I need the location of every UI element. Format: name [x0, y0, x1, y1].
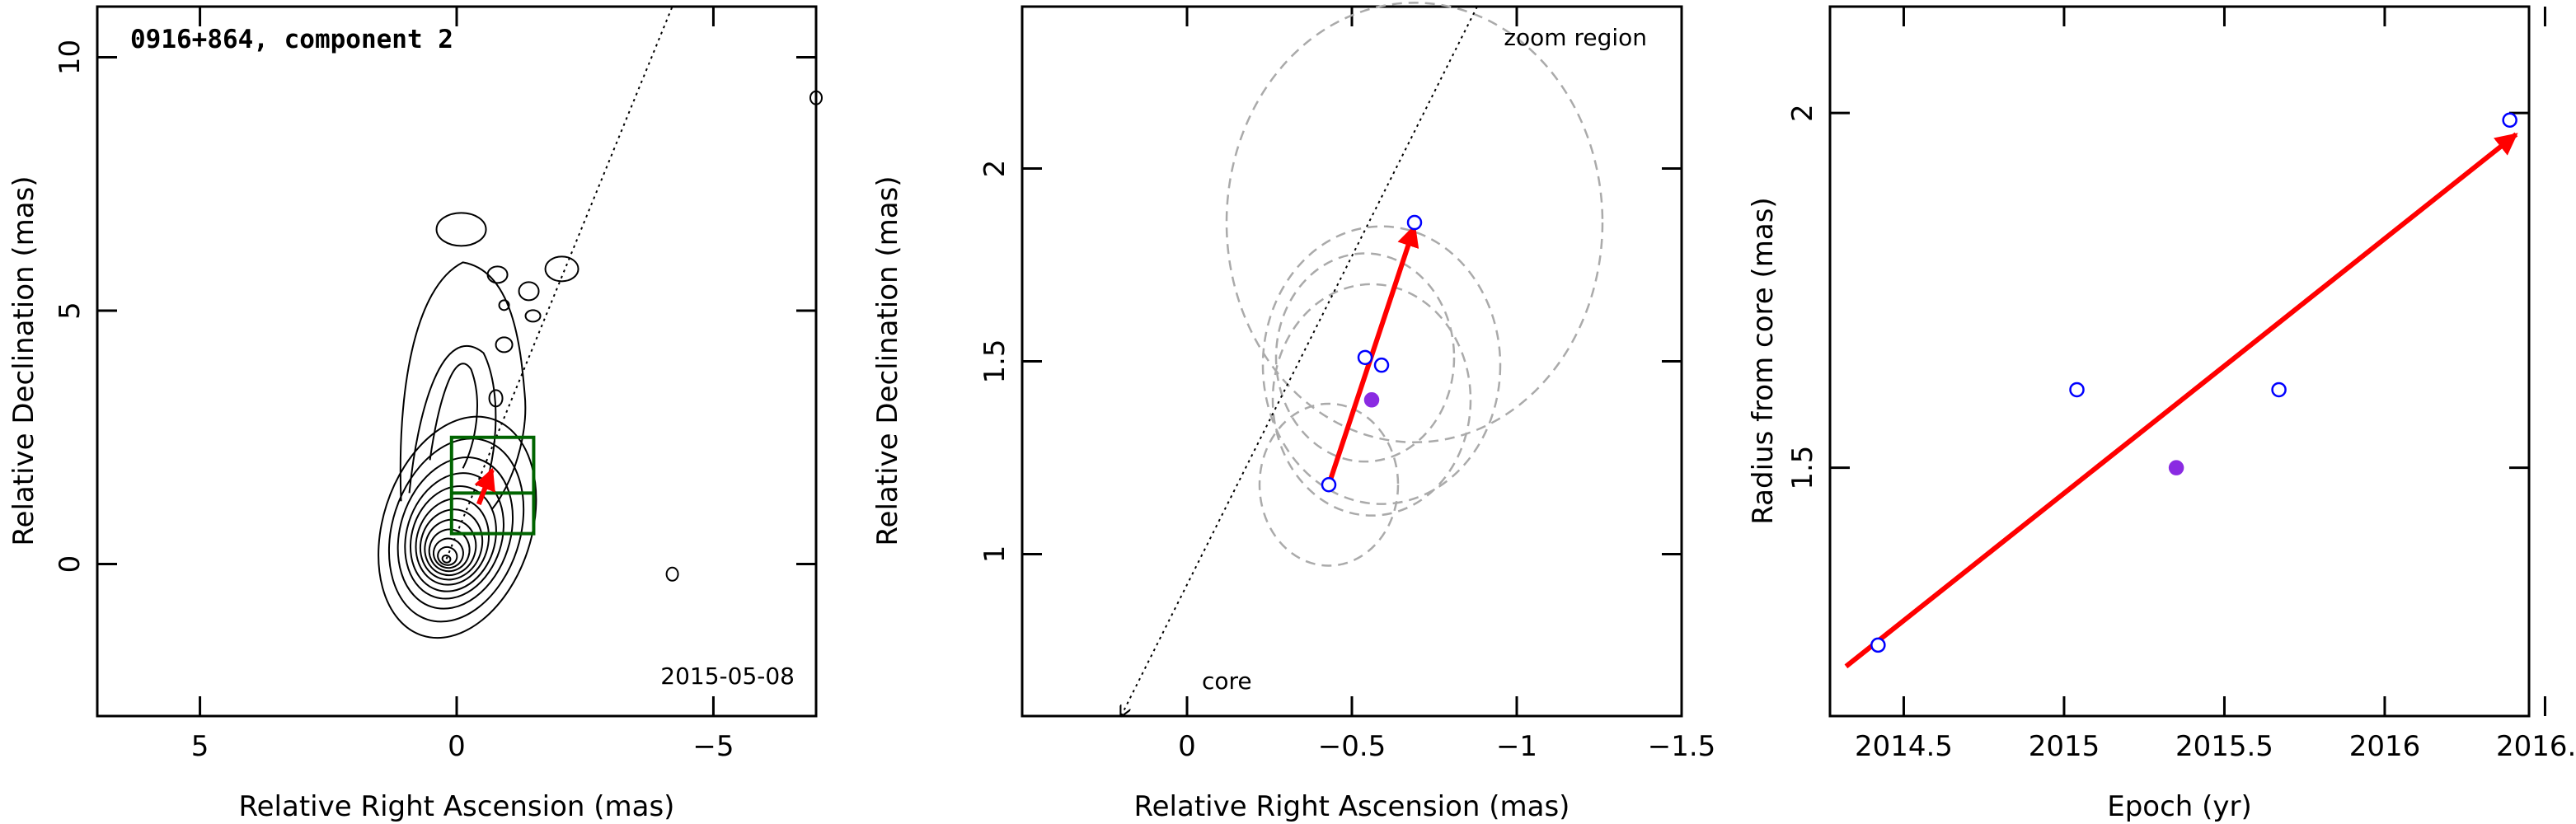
y-tick-label: 1.5	[978, 339, 1011, 383]
component-positions	[1321, 214, 1423, 493]
open-point	[1373, 357, 1390, 373]
contour-level	[396, 456, 514, 610]
knot-contour	[435, 212, 487, 247]
x-tick-label: 2016	[2349, 730, 2421, 763]
x-tick-label: 2015.5	[2175, 730, 2273, 763]
component-size-circles	[1225, 2, 1604, 567]
panel3-x-axis-label: Epoch (yr)	[2107, 790, 2252, 823]
panel2-x-axis-label: Relative Right Ascension (mas)	[1134, 790, 1570, 823]
open-point	[1870, 637, 1886, 653]
radius-points	[1870, 112, 2517, 653]
knot-contour	[524, 309, 542, 323]
contour-level	[387, 438, 525, 623]
panel3-ticks: 2014.5 2015 2015.5 2016 2016.5 1.5 2	[1786, 7, 2576, 763]
open-point	[2271, 382, 2287, 398]
open-point	[1406, 214, 1423, 231]
knot-contour	[486, 265, 509, 284]
knot-contour	[518, 281, 540, 302]
size-circle	[1225, 2, 1604, 444]
x-tick-label: 2014.5	[1855, 730, 1953, 763]
contour-level	[424, 518, 477, 576]
jet-axis-line	[445, 6, 673, 559]
size-circle	[1271, 283, 1472, 517]
size-circle	[1261, 225, 1502, 505]
x-tick-label: 0	[1178, 730, 1196, 763]
jet-contour	[399, 261, 527, 510]
contour-level	[441, 554, 452, 564]
panel1-title: 0916+864, component 2	[130, 25, 453, 54]
core-label: core	[1202, 667, 1252, 695]
contour-level	[432, 537, 464, 569]
knot-contour	[488, 389, 504, 408]
x-tick-label: −0.5	[1318, 730, 1387, 763]
panel-contour-map: 5 0 −5 0 5 10 0916+864, component 2 2015-05-0…	[7, 5, 823, 823]
jet-contour	[408, 345, 497, 502]
contour-level	[419, 508, 484, 581]
panel1-x-axis-label: Relative Right Ascension (mas)	[239, 790, 675, 823]
x-tick-label: −1	[1496, 730, 1537, 763]
y-tick-label: 0	[54, 555, 87, 574]
open-point	[2502, 112, 2517, 129]
knot-contour	[495, 336, 514, 353]
filled-point	[2168, 460, 2184, 475]
panel2-y-axis-label: Relative Declination (mas)	[871, 176, 904, 545]
contour-level	[409, 485, 497, 592]
isolated-contour	[665, 566, 679, 582]
y-tick-label: 1.5	[1786, 446, 1819, 490]
x-tick-label: 5	[191, 730, 209, 763]
panel3-frame	[1828, 5, 2531, 718]
zoom-box-rect	[449, 435, 536, 536]
fit-arrow	[1844, 132, 2518, 669]
knot-contour	[544, 255, 579, 283]
panel1-y-axis-label: Relative Declination (mas)	[7, 176, 40, 545]
contour-level	[404, 472, 504, 600]
y-tick-label: 10	[54, 40, 87, 75]
x-tick-label: 2016.5	[2496, 730, 2576, 763]
filled-point	[1363, 392, 1380, 408]
panel-radius-vs-epoch: 2014.5 2015 2015.5 2016 2016.5 1.5 2 Epoch (yr…	[1747, 5, 2576, 823]
contour-level	[415, 498, 490, 586]
motion-arrow	[474, 467, 495, 506]
y-tick-label: 1	[978, 545, 1011, 564]
panel1-contours	[378, 90, 823, 639]
open-point	[2069, 382, 2085, 398]
y-tick-label: 2	[1786, 104, 1819, 122]
isolated-contour	[809, 90, 823, 105]
x-tick-label: 2015	[2029, 730, 2100, 763]
open-point	[1321, 476, 1337, 493]
contour-level	[378, 415, 537, 639]
panel2-ticks: 0 −0.5 −1 −1.5 1 1.5 2	[978, 7, 1715, 763]
y-tick-label: 2	[978, 160, 1011, 178]
size-circle	[1258, 402, 1400, 567]
zoom-box	[449, 435, 536, 536]
panel1-ticks: 5 0 −5 0 5 10	[54, 7, 816, 763]
y-tick-label: 5	[54, 302, 87, 320]
panel-zoom-region: 0 −0.5 −1 −1.5 1 1.5 2 zoom region core Relati…	[871, 2, 1715, 823]
x-tick-label: −1.5	[1648, 730, 1716, 763]
contour-level	[428, 528, 471, 573]
zoom-region-label: zoom region	[1504, 24, 1647, 51]
panel2-frame	[1021, 5, 1683, 718]
size-circle	[1274, 252, 1456, 463]
panel1-frame	[96, 5, 818, 718]
x-tick-label: −5	[692, 730, 734, 763]
knot-contour	[498, 299, 510, 311]
contour-level	[437, 545, 458, 566]
x-tick-label: 0	[448, 730, 466, 763]
jet-contour	[429, 363, 478, 469]
panel3-y-axis-label: Radius from core (mas)	[1747, 197, 1780, 524]
jet-axis-line-zoom	[1121, 6, 1478, 716]
epoch-date-label: 2015-05-08	[660, 662, 795, 690]
open-point	[1357, 349, 1373, 366]
